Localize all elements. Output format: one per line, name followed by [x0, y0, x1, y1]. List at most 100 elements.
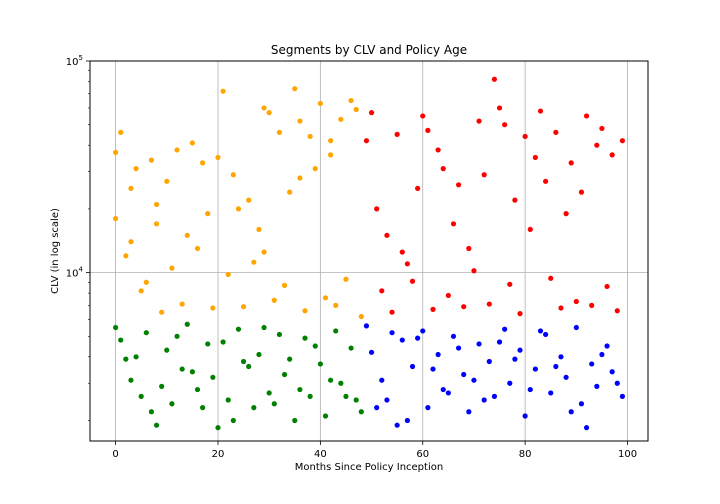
data-point — [128, 377, 134, 383]
data-point — [491, 76, 498, 82]
data-point — [322, 413, 329, 419]
data-point — [251, 405, 257, 411]
data-point — [409, 363, 416, 370]
data-point — [420, 113, 426, 119]
data-point — [502, 326, 508, 332]
data-point — [328, 152, 334, 158]
data-point — [389, 309, 395, 315]
x-tick-label: 0 — [112, 449, 118, 460]
data-point — [333, 328, 339, 334]
data-point — [563, 211, 569, 217]
data-point — [230, 417, 236, 424]
data-point — [394, 131, 400, 137]
data-point — [210, 305, 216, 311]
data-point — [256, 226, 262, 233]
data-point — [604, 283, 610, 290]
data-point — [138, 393, 144, 399]
chart-title: Segments by CLV and Policy Age — [271, 43, 467, 57]
data-point — [609, 369, 615, 375]
data-point — [240, 304, 247, 310]
data-point — [281, 371, 288, 378]
y-axis-title: CLV (in log scale) — [50, 208, 61, 294]
data-point — [317, 100, 323, 107]
data-point — [399, 337, 405, 343]
data-point — [205, 211, 211, 217]
data-point — [353, 397, 359, 403]
data-point — [476, 341, 482, 347]
data-point — [532, 154, 538, 161]
data-point — [537, 108, 544, 114]
data-point — [215, 425, 221, 431]
data-point — [583, 425, 590, 431]
data-point — [486, 301, 492, 307]
data-point — [578, 401, 585, 407]
data-point — [230, 172, 236, 178]
data-point — [225, 397, 231, 403]
data-point — [133, 354, 139, 360]
data-point — [123, 253, 129, 259]
data-point — [271, 401, 277, 407]
data-point — [225, 271, 231, 278]
data-point — [522, 133, 528, 140]
data-point — [527, 386, 533, 393]
data-point — [148, 409, 155, 415]
data-point — [363, 138, 370, 144]
data-point — [271, 297, 277, 303]
data-point — [184, 232, 190, 238]
data-point — [287, 189, 293, 195]
data-point — [353, 106, 359, 113]
data-point — [256, 351, 262, 358]
data-point — [517, 311, 523, 317]
data-point — [614, 308, 620, 314]
data-point — [583, 113, 590, 119]
data-point — [507, 380, 513, 386]
data-point — [425, 127, 431, 133]
data-point — [153, 422, 160, 428]
data-point — [619, 393, 626, 399]
data-point — [491, 393, 498, 399]
data-point — [435, 147, 441, 153]
data-point — [174, 333, 180, 339]
data-point — [169, 265, 175, 271]
data-point — [179, 301, 185, 307]
data-point — [159, 383, 165, 389]
x-tick-label: 60 — [416, 449, 429, 460]
data-point — [527, 226, 533, 233]
data-point — [261, 249, 267, 255]
data-point — [246, 363, 252, 370]
data-point — [445, 390, 451, 396]
grid-lines — [90, 60, 648, 441]
data-point — [276, 331, 283, 338]
data-point — [343, 276, 349, 282]
data-point — [312, 343, 318, 349]
data-point — [619, 138, 626, 144]
data-point — [220, 339, 226, 345]
data-point — [404, 417, 410, 424]
plot-frame — [89, 60, 649, 442]
data-point — [496, 105, 503, 111]
data-point — [599, 125, 605, 132]
data-point — [307, 393, 313, 399]
data-point — [210, 374, 216, 380]
data-point — [512, 197, 518, 203]
data-point — [481, 397, 487, 403]
data-point — [205, 341, 211, 347]
data-point — [287, 356, 293, 362]
data-point — [138, 288, 144, 294]
data-point — [118, 337, 124, 343]
series-1 — [363, 76, 626, 317]
data-point — [589, 302, 595, 308]
data-point — [194, 245, 201, 252]
data-point — [174, 147, 180, 153]
data-point — [399, 249, 405, 255]
data-point — [276, 129, 283, 135]
data-point — [374, 206, 380, 212]
data-point — [486, 358, 492, 365]
data-point — [302, 308, 308, 314]
data-point — [169, 401, 175, 407]
data-points — [112, 76, 626, 431]
data-point — [358, 409, 364, 415]
series-3 — [363, 323, 626, 431]
data-point — [440, 386, 446, 393]
data-point — [317, 361, 323, 367]
